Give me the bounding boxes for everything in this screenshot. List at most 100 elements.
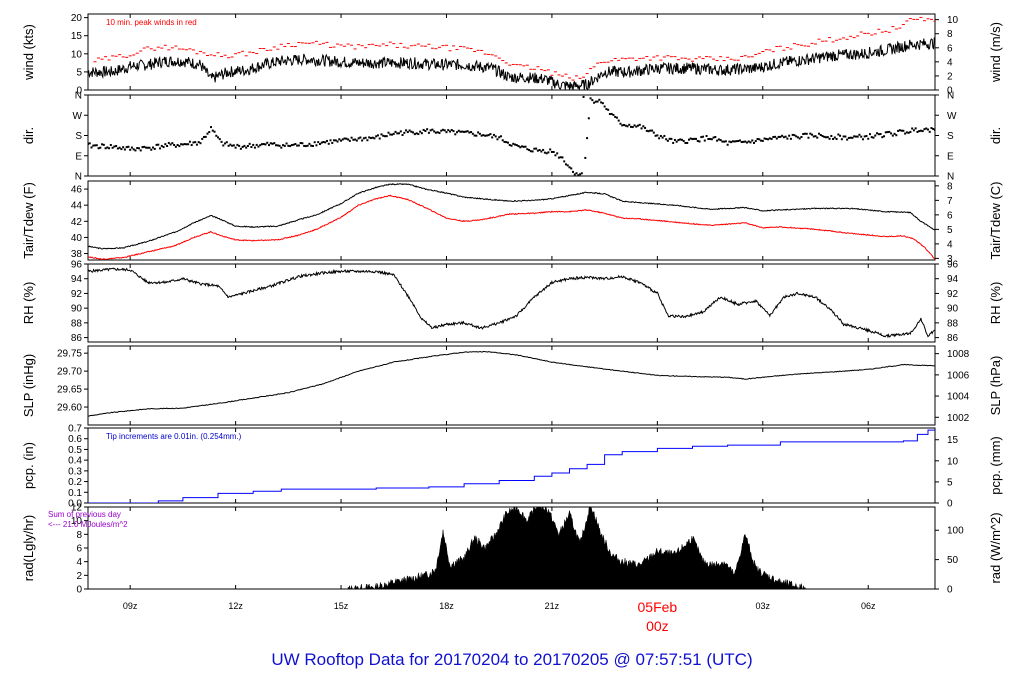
direction-mark bbox=[666, 139, 669, 142]
direction-mark bbox=[593, 101, 596, 104]
direction-mark bbox=[693, 137, 696, 140]
direction-mark bbox=[419, 130, 422, 133]
direction-mark bbox=[199, 142, 202, 145]
left-tick-label: 10 bbox=[71, 49, 83, 60]
direction-mark bbox=[99, 146, 102, 149]
direction-mark bbox=[615, 116, 618, 119]
direction-mark bbox=[601, 102, 604, 105]
direction-mark bbox=[273, 142, 276, 145]
direction-mark bbox=[101, 143, 104, 146]
direction-mark bbox=[380, 133, 383, 136]
direction-mark bbox=[95, 144, 98, 147]
direction-mark bbox=[478, 132, 481, 135]
direction-mark bbox=[533, 147, 536, 150]
series-group bbox=[88, 429, 935, 503]
left-tick-label: 0 bbox=[76, 585, 82, 596]
direction-mark bbox=[550, 150, 553, 153]
direction-mark bbox=[842, 135, 845, 138]
direction-mark bbox=[143, 145, 146, 148]
direction-mark bbox=[369, 137, 372, 140]
direction-mark bbox=[318, 143, 321, 146]
direction-mark bbox=[215, 134, 218, 137]
right-tick-label: 15 bbox=[947, 435, 959, 446]
direction-mark bbox=[865, 134, 868, 137]
direction-mark bbox=[629, 125, 632, 128]
direction-mark bbox=[157, 143, 160, 146]
panel-frame bbox=[87, 13, 936, 91]
right-tick-label: 88 bbox=[947, 318, 959, 329]
direction-mark bbox=[260, 143, 263, 146]
direction-mark bbox=[837, 133, 840, 136]
left-tick-label: 0.5 bbox=[68, 445, 82, 456]
direction-mark bbox=[102, 143, 105, 146]
direction-mark bbox=[691, 138, 694, 141]
direction-mark bbox=[598, 98, 601, 101]
direction-mark bbox=[331, 141, 334, 144]
left-tick-label: 29.75 bbox=[57, 349, 82, 360]
direction-mark bbox=[505, 141, 508, 144]
direction-mark bbox=[454, 133, 457, 136]
direction-mark bbox=[587, 117, 590, 120]
direction-mark bbox=[658, 137, 661, 140]
direction-mark bbox=[245, 146, 248, 149]
direction-mark bbox=[556, 152, 559, 155]
direction-mark bbox=[294, 142, 297, 145]
direction-mark bbox=[895, 134, 898, 137]
direction-mark bbox=[224, 142, 227, 145]
right-tick-label: 0 bbox=[947, 585, 953, 596]
direction-mark bbox=[638, 123, 641, 126]
direction-mark bbox=[278, 144, 281, 147]
direction-mark bbox=[146, 146, 149, 149]
direction-mark bbox=[529, 150, 532, 153]
direction-mark bbox=[475, 134, 478, 137]
direction-mark bbox=[579, 173, 582, 176]
direction-mark bbox=[686, 141, 689, 144]
direction-mark bbox=[568, 166, 571, 169]
direction-mark bbox=[383, 135, 386, 138]
direction-mark bbox=[208, 131, 211, 134]
direction-mark bbox=[499, 135, 502, 138]
direction-mark bbox=[311, 145, 314, 148]
direction-mark bbox=[259, 144, 262, 147]
direction-mark bbox=[431, 128, 434, 131]
direction-mark bbox=[491, 136, 494, 139]
direction-mark bbox=[659, 134, 662, 137]
direction-mark bbox=[854, 135, 857, 138]
direction-mark bbox=[561, 156, 564, 159]
direction-mark bbox=[445, 131, 448, 134]
direction-mark bbox=[670, 137, 673, 140]
left-tick-label: 42 bbox=[71, 217, 83, 228]
direction-mark bbox=[716, 139, 719, 142]
direction-mark bbox=[819, 134, 822, 137]
direction-mark bbox=[450, 129, 453, 132]
direction-mark bbox=[802, 133, 805, 136]
direction-mark bbox=[354, 138, 357, 141]
direction-mark bbox=[313, 141, 316, 144]
direction-mark bbox=[779, 135, 782, 138]
direction-mark bbox=[756, 137, 759, 140]
y-axis-label-right: wind (m/s) bbox=[988, 22, 1003, 83]
right-tick-label: 10 bbox=[947, 456, 959, 467]
direction-mark bbox=[129, 148, 132, 151]
direction-mark bbox=[782, 136, 785, 139]
direction-mark bbox=[498, 136, 501, 139]
series-line bbox=[88, 37, 935, 90]
x-tick-label: 18z bbox=[439, 601, 454, 611]
direction-mark bbox=[306, 144, 309, 147]
direction-mark bbox=[881, 136, 884, 139]
direction-mark bbox=[159, 147, 162, 150]
direction-mark bbox=[642, 125, 645, 128]
direction-mark bbox=[463, 130, 466, 133]
direction-mark bbox=[847, 136, 850, 139]
direction-mark bbox=[679, 138, 682, 141]
direction-mark bbox=[290, 144, 293, 147]
direction-mark bbox=[816, 136, 819, 139]
direction-mark bbox=[459, 130, 462, 133]
direction-mark bbox=[141, 146, 144, 149]
direction-mark bbox=[218, 138, 221, 141]
direction-mark bbox=[883, 135, 886, 138]
right-tick-label: 4 bbox=[947, 57, 953, 68]
direction-mark bbox=[902, 129, 905, 132]
direction-mark bbox=[853, 135, 856, 138]
direction-mark bbox=[187, 143, 190, 146]
